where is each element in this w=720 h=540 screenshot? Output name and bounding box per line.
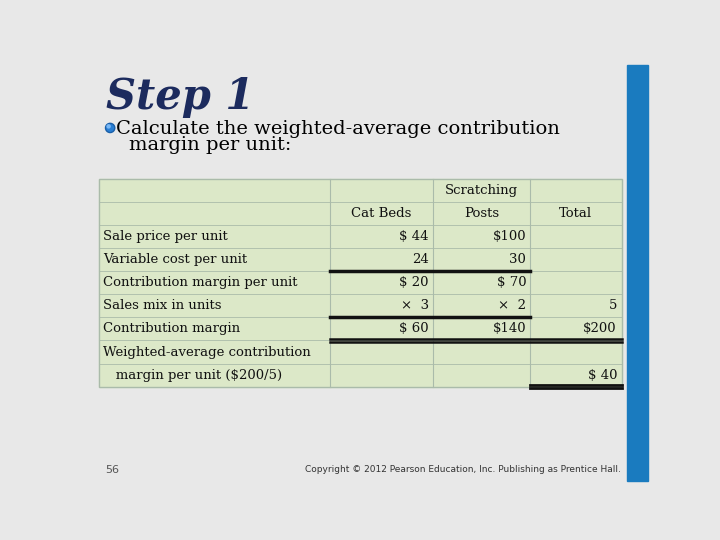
Circle shape [107, 125, 114, 131]
Bar [99, 225, 621, 248]
Text: $140: $140 [492, 322, 526, 335]
Bar [99, 248, 621, 271]
Text: $ 70: $ 70 [497, 276, 526, 289]
Text: Variable cost per unit: Variable cost per unit [103, 253, 247, 266]
Text: Scratching: Scratching [445, 184, 518, 197]
Text: Calculate the weighted-average contribution: Calculate the weighted-average contribut… [117, 120, 560, 138]
Bar [99, 318, 621, 340]
Text: 56: 56 [106, 465, 120, 475]
Text: Step 1: Step 1 [106, 76, 254, 118]
Text: margin per unit ($200/5): margin per unit ($200/5) [103, 369, 282, 382]
Text: ×  2: × 2 [498, 299, 526, 312]
Circle shape [107, 125, 110, 128]
Text: Posts: Posts [464, 207, 499, 220]
Text: Contribution margin: Contribution margin [103, 322, 240, 335]
Bar [99, 202, 621, 225]
Text: ×  3: × 3 [400, 299, 428, 312]
Text: $100: $100 [492, 230, 526, 243]
Text: $ 40: $ 40 [588, 369, 617, 382]
Text: Copyright © 2012 Pearson Education, Inc. Publishing as Prentice Hall.: Copyright © 2012 Pearson Education, Inc.… [305, 465, 621, 474]
Text: Contribution margin per unit: Contribution margin per unit [103, 276, 297, 289]
Text: Sale price per unit: Sale price per unit [103, 230, 228, 243]
Bar [99, 340, 621, 363]
Bar [99, 179, 621, 387]
Bar [99, 179, 621, 202]
Text: 5: 5 [608, 299, 617, 312]
Text: Total: Total [559, 207, 593, 220]
Text: $200: $200 [583, 322, 617, 335]
Text: $ 20: $ 20 [399, 276, 428, 289]
Text: Weighted-average contribution: Weighted-average contribution [103, 346, 311, 359]
Bar [627, 65, 648, 481]
Text: $ 44: $ 44 [399, 230, 428, 243]
Text: $ 60: $ 60 [399, 322, 428, 335]
Bar [99, 271, 621, 294]
Text: 24: 24 [412, 253, 428, 266]
Text: Cat Beds: Cat Beds [351, 207, 412, 220]
Text: 30: 30 [510, 253, 526, 266]
Text: Sales mix in units: Sales mix in units [103, 299, 222, 312]
Circle shape [106, 123, 114, 132]
Text: margin per unit:: margin per unit: [129, 137, 291, 154]
Bar [99, 294, 621, 318]
Bar [99, 363, 621, 387]
